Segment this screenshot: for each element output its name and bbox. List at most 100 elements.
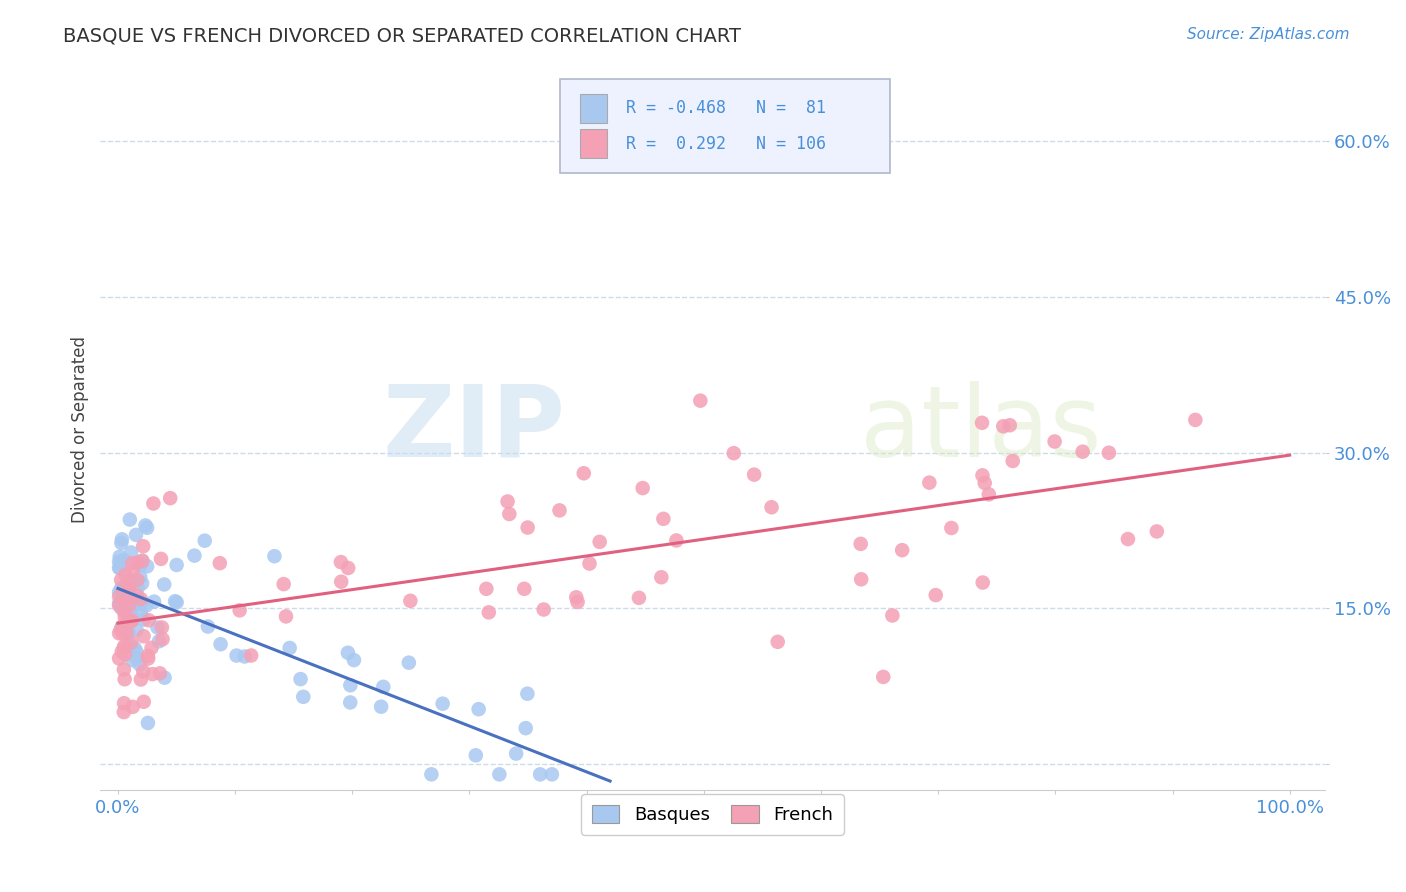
Point — [1043, 434, 1066, 449]
Point — [114, 580, 136, 594]
Point — [120, 604, 142, 618]
Point — [1071, 444, 1094, 458]
Point — [548, 503, 571, 517]
Point — [114, 567, 136, 582]
Point — [108, 585, 131, 599]
Point — [849, 537, 872, 551]
Point — [1116, 532, 1139, 546]
Point — [665, 533, 688, 548]
Point — [496, 494, 519, 508]
Point — [1001, 454, 1024, 468]
Point — [129, 558, 152, 573]
Point — [108, 651, 131, 665]
Point — [233, 649, 256, 664]
Point — [120, 614, 142, 628]
Point — [146, 620, 169, 634]
Point — [572, 467, 595, 481]
Point — [972, 468, 994, 483]
Point — [129, 570, 152, 584]
Point — [125, 645, 148, 659]
Text: BASQUE VS FRENCH DIVORCED OR SEPARATED CORRELATION CHART: BASQUE VS FRENCH DIVORCED OR SEPARATED C… — [63, 27, 741, 45]
Point — [723, 446, 745, 460]
Point — [370, 699, 392, 714]
Bar — [581, 129, 607, 158]
Point — [488, 767, 510, 781]
Point — [336, 646, 359, 660]
Point — [121, 557, 143, 571]
Point — [339, 695, 361, 709]
Point — [505, 747, 527, 761]
Point — [134, 518, 156, 533]
Point — [513, 582, 536, 596]
Point — [273, 577, 295, 591]
Point — [153, 671, 176, 685]
Point — [112, 640, 135, 655]
Point — [118, 580, 141, 594]
Point — [478, 606, 501, 620]
Point — [464, 748, 486, 763]
Point — [152, 632, 174, 647]
Point — [882, 608, 904, 623]
Point — [120, 635, 142, 649]
Text: ZIP: ZIP — [382, 381, 565, 478]
Point — [132, 539, 155, 553]
Point — [292, 690, 315, 704]
Point — [129, 597, 152, 611]
Point — [209, 637, 232, 651]
Point — [132, 695, 155, 709]
Point — [343, 653, 366, 667]
Point — [122, 592, 145, 607]
Point — [274, 609, 297, 624]
Point — [108, 626, 131, 640]
Point — [124, 640, 146, 655]
Point — [136, 715, 159, 730]
Point — [127, 556, 149, 570]
Point — [148, 634, 170, 648]
Point — [121, 653, 143, 667]
Point — [115, 625, 138, 640]
Point — [420, 767, 443, 781]
Point — [135, 599, 157, 613]
Point — [118, 599, 141, 613]
Point — [129, 673, 152, 687]
Point — [122, 597, 145, 611]
Point — [399, 594, 422, 608]
Point — [111, 533, 134, 547]
Point — [432, 697, 454, 711]
Point — [110, 573, 132, 587]
Point — [136, 648, 159, 663]
Point — [541, 767, 564, 781]
Point — [467, 702, 489, 716]
Point — [110, 601, 132, 615]
Point — [330, 574, 353, 589]
Point — [263, 549, 285, 564]
Point — [565, 591, 588, 605]
Point — [766, 635, 789, 649]
Point — [112, 605, 135, 619]
Point — [129, 606, 152, 620]
Point — [918, 475, 941, 490]
Point — [516, 687, 538, 701]
Point — [108, 590, 131, 604]
Point — [761, 500, 783, 515]
Text: atlas: atlas — [859, 381, 1101, 478]
Point — [112, 663, 135, 677]
Point — [183, 549, 205, 563]
Legend: Basques, French: Basques, French — [582, 794, 844, 835]
Point — [197, 619, 219, 633]
Point — [110, 536, 132, 550]
Point — [165, 594, 187, 608]
Point — [131, 554, 153, 568]
Point — [125, 623, 148, 637]
Point — [159, 491, 181, 505]
Point — [112, 696, 135, 710]
Point — [475, 582, 498, 596]
Point — [110, 623, 132, 637]
Point — [108, 561, 131, 575]
Point — [125, 528, 148, 542]
Point — [112, 705, 135, 719]
Point — [125, 651, 148, 665]
Point — [872, 670, 894, 684]
Point — [118, 512, 141, 526]
Point — [589, 534, 612, 549]
